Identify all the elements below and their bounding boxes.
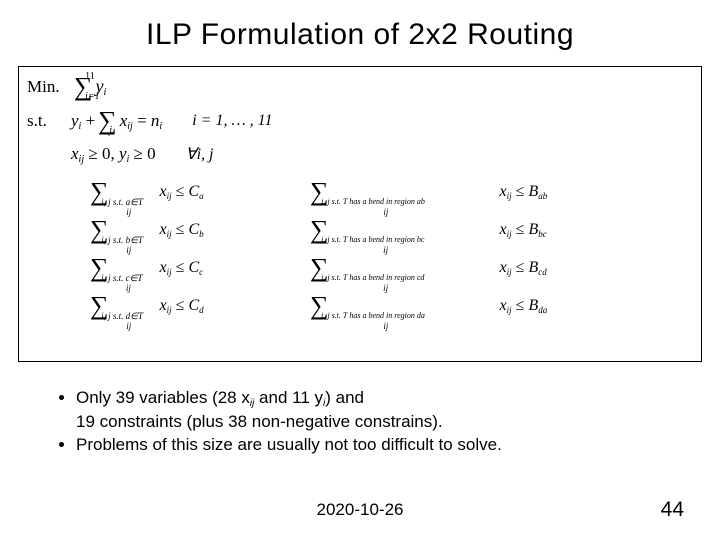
c1-range: i = 1, … , 11 [192,112,272,130]
sum-icon: ∑i, j s.t. b∈Tij [90,217,109,243]
sum-symbol: ∑ 11 i=1 [74,74,93,100]
st-label: s.t. [27,111,71,131]
sum-icon: ∑i, j s.t. Tij has a bend in region ab [310,179,329,205]
c1-eq: = [133,111,151,130]
sum2-sub: j [109,118,112,144]
bend-row-ab: ∑i, j s.t. Tij has a bend in region ab x… [307,173,687,211]
constraint-grid: ∑i, j s.t. a∈Tij xij ≤ Ca ∑i, j s.t. Tij… [27,173,693,325]
st-row-2: xij ≥ 0, yi ≥ 0 ∀i, j [27,139,693,169]
bullet-2: Problems of this size are usually not to… [76,434,680,455]
page-number: 44 [661,498,684,522]
c2-forall: ∀i, j [186,144,214,164]
sum-symbol-2: ∑j [98,108,117,134]
st-row-1: s.t. yi + ∑j xij = ni i = 1, … , 11 [27,103,693,139]
obj-var-sub: i [104,87,107,98]
cap-row-d: ∑i, j s.t. d∈Tij xij ≤ Cd [27,287,307,325]
c1-y: y [71,111,79,130]
c2-ge2: ≥ 0 [129,144,155,163]
sum-icon: ∑i, j s.t. Tij has a bend in region cd [310,255,329,281]
sum-icon: ∑i, j s.t. Tij has a bend in region da [310,293,329,319]
sum-icon: ∑i, j s.t. a∈Tij [90,179,109,205]
bend-row-cd: ∑i, j s.t. Tij has a bend in region cd x… [307,249,687,287]
formulation-box: Min. ∑ 11 i=1 yi s.t. yi + ∑j xij = ni i… [18,66,702,362]
min-label: Min. [27,77,71,97]
c2-ge1: ≥ 0, [84,144,119,163]
bullet-1: Only 39 variables (28 xij and 11 yi) and… [76,387,680,432]
cap-row-c: ∑i, j s.t. c∈Tij xij ≤ Cc [27,249,307,287]
footer-date: 2020-10-26 [0,500,720,520]
c1-rhs-sub: i [159,121,162,132]
bend-row-da: ∑i, j s.t. Tij has a bend in region da x… [307,287,687,325]
sum-icon: ∑i, j s.t. c∈Tij [90,255,109,281]
sum-icon: ∑i, j s.t. Tij has a bend in region bc [310,217,329,243]
slide: ILP Formulation of 2x2 Routing Min. ∑ 11… [0,0,720,540]
bullet-list: Only 39 variables (28 xij and 11 yi) and… [36,387,680,457]
objective-row: Min. ∑ 11 i=1 yi [27,71,693,103]
sum-icon: ∑i, j s.t. d∈Tij [90,293,109,319]
c2-x: x [71,144,79,163]
slide-title: ILP Formulation of 2x2 Routing [0,0,720,62]
cap-row-b: ∑i, j s.t. b∈Tij xij ≤ Cb [27,211,307,249]
cap-row-a: ∑i, j s.t. a∈Tij xij ≤ Ca [27,173,307,211]
c2-y: y [119,144,127,163]
c1-plus: + [81,111,95,130]
bend-row-bc: ∑i, j s.t. Tij has a bend in region bc x… [307,211,687,249]
